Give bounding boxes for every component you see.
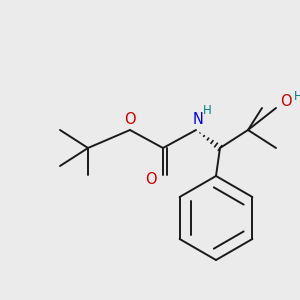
Text: H: H bbox=[202, 103, 211, 116]
Text: O: O bbox=[145, 172, 157, 188]
Text: N: N bbox=[193, 112, 203, 127]
Text: O: O bbox=[124, 112, 136, 128]
Text: O: O bbox=[280, 94, 292, 110]
Text: H: H bbox=[294, 89, 300, 103]
